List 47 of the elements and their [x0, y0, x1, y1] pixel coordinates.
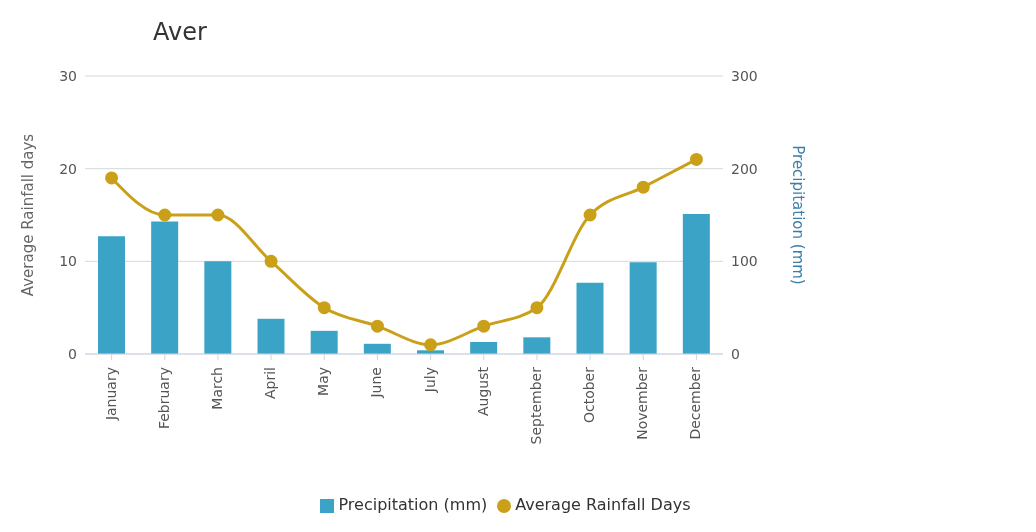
legend-label: Average Rainfall Days — [515, 495, 691, 514]
x-tick-label: October — [581, 366, 598, 424]
y2-tick-label: 0 — [731, 345, 740, 362]
point — [424, 338, 438, 352]
bar — [523, 337, 551, 354]
x-tick-label: December — [687, 366, 704, 440]
point — [317, 301, 331, 315]
point — [370, 319, 384, 333]
point — [583, 208, 597, 222]
y-tick-label: 30 — [59, 67, 77, 84]
y2-tick-label: 200 — [731, 160, 758, 177]
y-axis-title: Average Rainfall days — [19, 133, 38, 297]
x-tick-label: June — [368, 367, 385, 399]
bar — [310, 330, 338, 354]
x-tick-label: May — [315, 367, 332, 396]
x-tick-label: April — [262, 367, 279, 399]
point — [211, 208, 225, 222]
bar — [629, 262, 657, 354]
y2-tick-label: 300 — [731, 67, 758, 84]
y-tick-label: 10 — [59, 253, 77, 270]
bar — [257, 318, 285, 354]
x-tick-label: February — [155, 367, 172, 430]
chart-title: Aver — [153, 18, 207, 46]
point — [477, 319, 491, 333]
y2-tick-label: 100 — [731, 253, 758, 270]
legend-label: Precipitation (mm) — [338, 495, 488, 514]
x-tick-label: March — [208, 367, 225, 410]
bar — [151, 221, 179, 354]
bar — [98, 236, 125, 354]
point — [689, 152, 703, 166]
bar — [470, 341, 498, 354]
x-tick-label: November — [634, 366, 651, 440]
x-tick-label: September — [527, 366, 544, 445]
y-tick-label: 0 — [68, 345, 77, 362]
point — [105, 171, 119, 185]
point — [636, 180, 650, 194]
point — [158, 208, 172, 222]
bar — [682, 214, 710, 354]
y2-axis-title: Precipitation (mm) — [788, 145, 807, 285]
y-tick-label: 20 — [59, 160, 77, 177]
x-tick-label: July — [421, 367, 438, 394]
bar — [204, 261, 232, 354]
bar — [576, 282, 604, 354]
x-tick-label: August — [474, 366, 491, 416]
point — [264, 254, 278, 268]
x-tick-label: January — [102, 367, 119, 422]
point — [530, 301, 544, 315]
